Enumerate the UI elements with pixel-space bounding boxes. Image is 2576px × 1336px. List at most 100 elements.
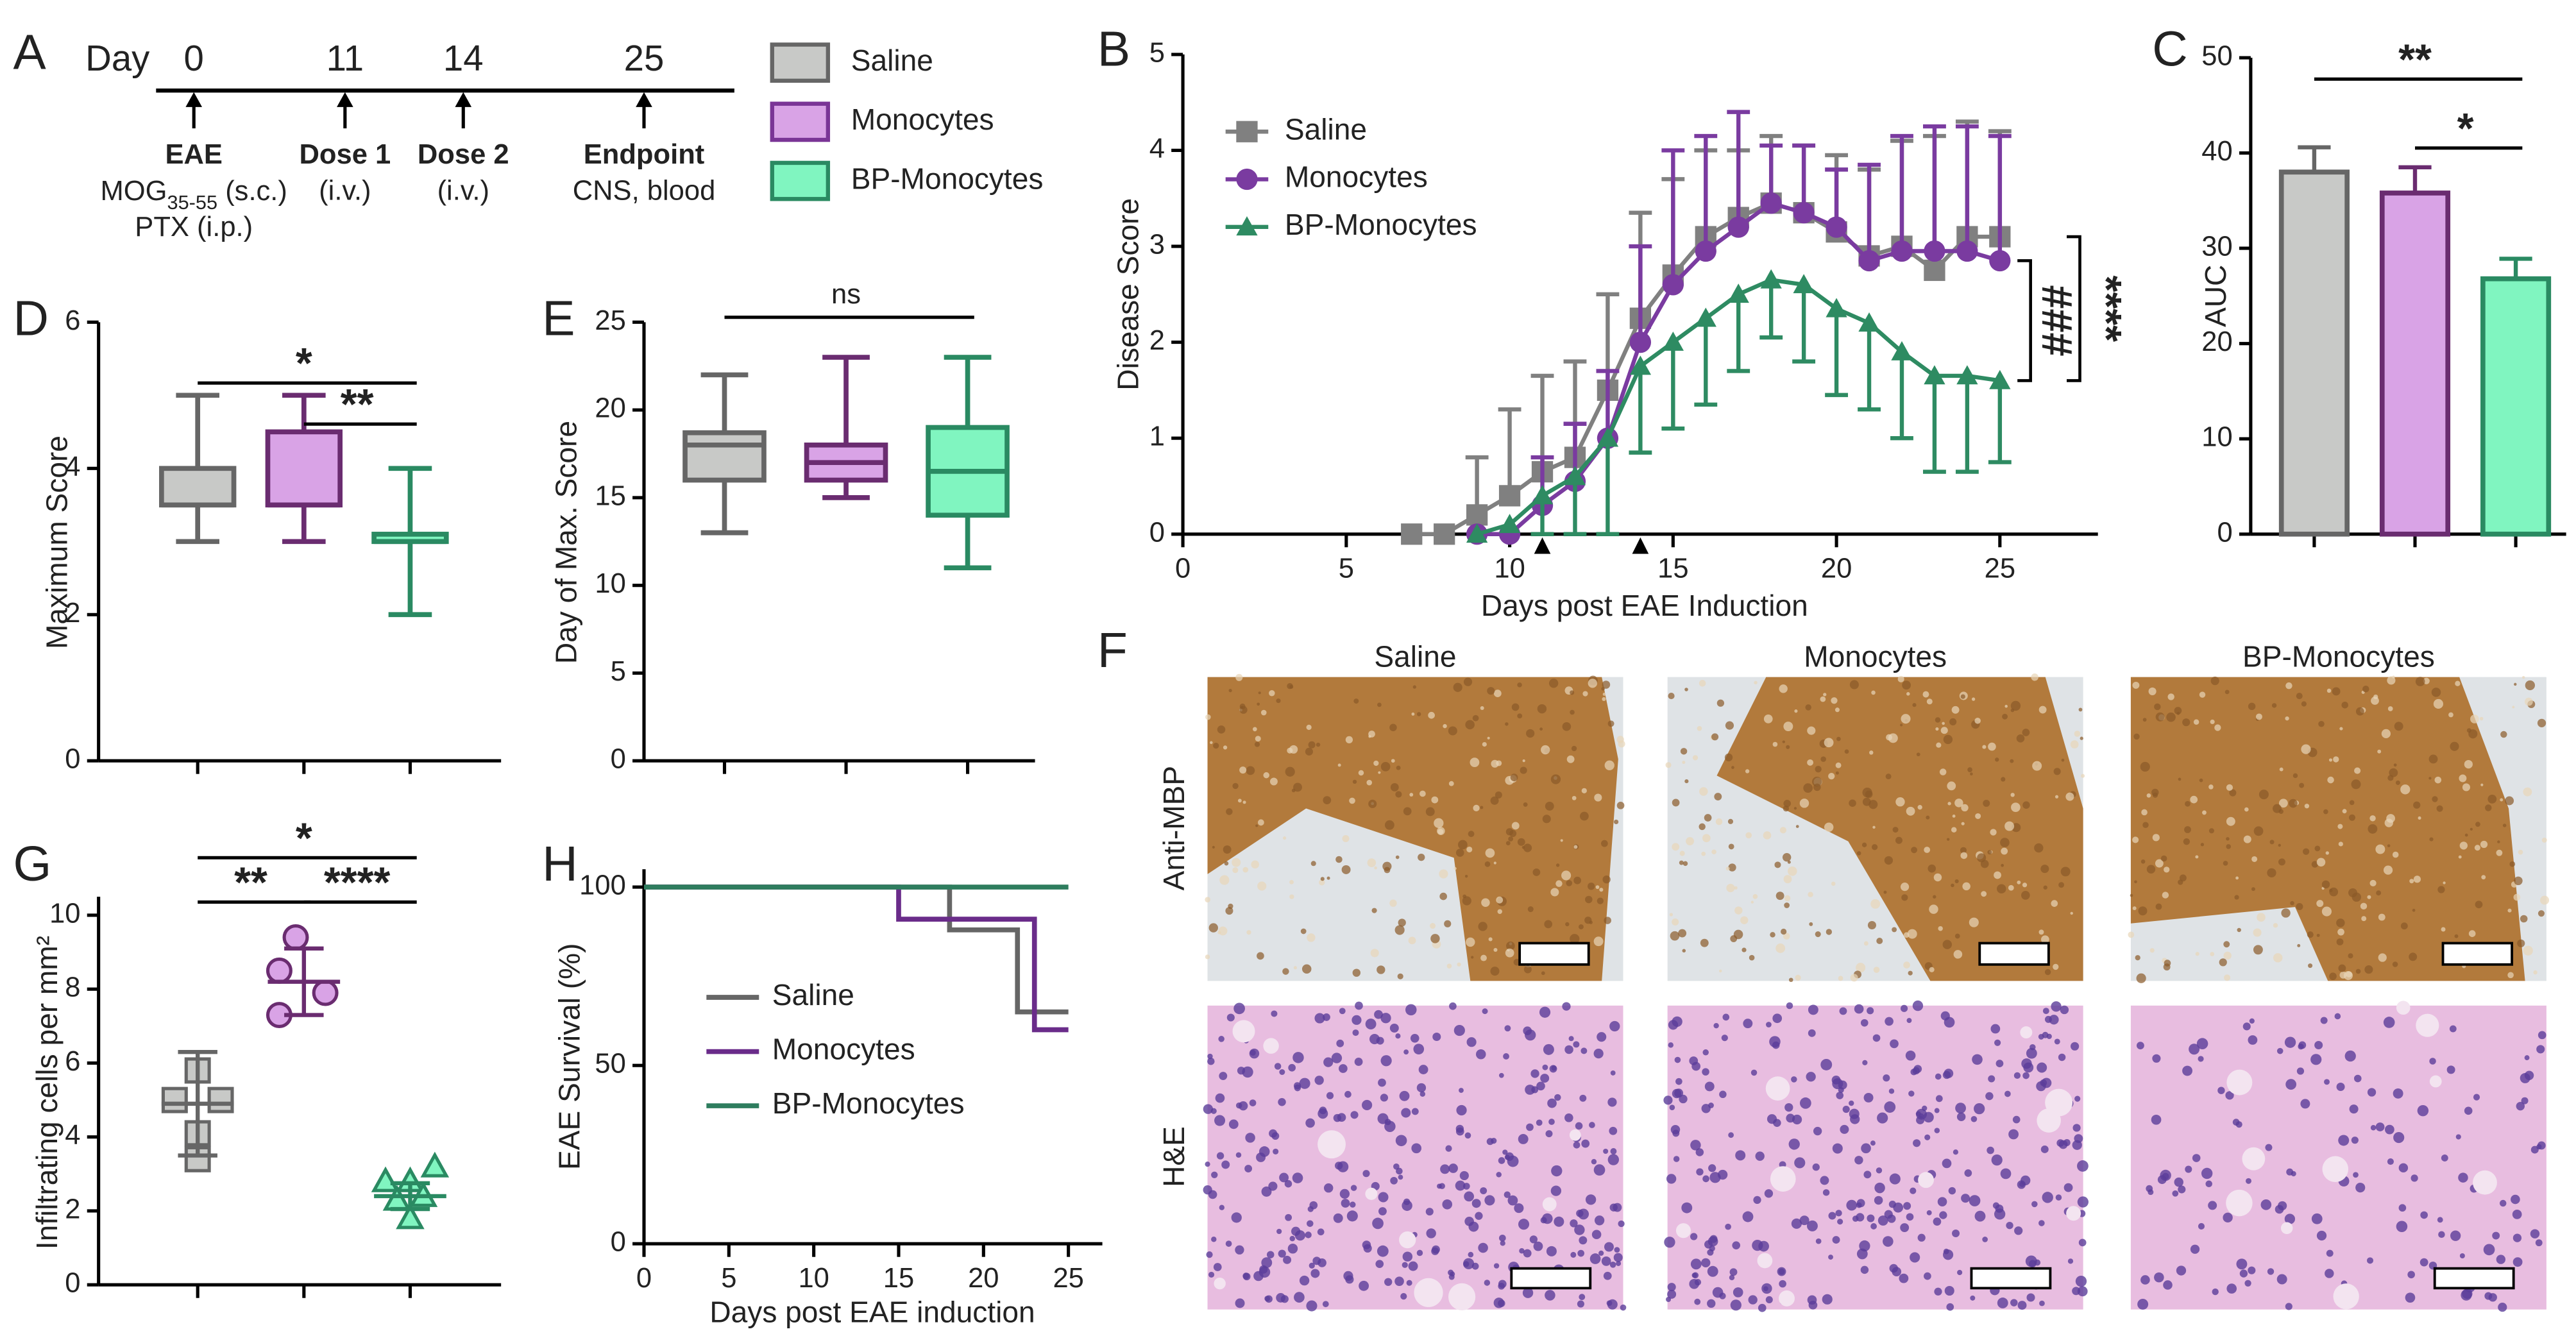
nucleus — [1953, 1149, 1959, 1155]
error-bar — [1890, 351, 1913, 441]
nucleus — [1580, 1047, 1588, 1054]
nucleus — [1211, 1171, 1218, 1179]
nucleus — [1828, 1255, 1833, 1260]
nucleus — [2178, 1185, 2186, 1194]
nucleus — [2217, 1087, 2225, 1094]
nucleus — [1604, 1242, 1614, 1252]
texture — [2021, 891, 2030, 900]
texture — [2244, 807, 2249, 812]
antigen-main: MOG — [101, 176, 167, 207]
nucleus — [1317, 1228, 1325, 1236]
antigen-sub: 35-55 — [167, 191, 218, 214]
texture — [2223, 951, 2232, 960]
nucleus — [1672, 1016, 1682, 1027]
texture — [2224, 689, 2230, 695]
texture — [1588, 679, 1597, 688]
texture — [1727, 818, 1734, 824]
texture — [2328, 758, 2333, 762]
nucleus — [1350, 1111, 1359, 1119]
error-bar — [1792, 143, 1816, 213]
nucleus — [1835, 1210, 1842, 1217]
nucleus — [1206, 1251, 1213, 1258]
nucleus — [2026, 1293, 2035, 1302]
texture — [2450, 741, 2459, 751]
texture — [1448, 726, 1457, 736]
texture — [2337, 824, 2343, 829]
nucleus — [1940, 1011, 1950, 1020]
texture — [1342, 834, 1350, 843]
marker — [1924, 259, 1945, 282]
nucleus — [1987, 1146, 1994, 1154]
texture — [1849, 680, 1859, 689]
nucleus — [1448, 1274, 1455, 1280]
nucleus — [1854, 1004, 1864, 1014]
texture — [2278, 843, 2281, 847]
texture — [2164, 867, 2170, 873]
nucleus — [1235, 1298, 1245, 1308]
nucleus — [2063, 1183, 2073, 1192]
texture — [1933, 873, 1942, 882]
nucleus — [1748, 1295, 1758, 1305]
texture — [1885, 774, 1892, 780]
nucleus — [1502, 1149, 1508, 1155]
texture — [1861, 842, 1867, 848]
nucleus — [2198, 1056, 2204, 1062]
nucleus — [2286, 1168, 2294, 1176]
texture — [1505, 828, 1514, 836]
texture — [1795, 974, 1801, 981]
texture — [1901, 714, 1911, 724]
nucleus — [1750, 1069, 1758, 1076]
texture — [2412, 908, 2416, 912]
vacuole — [2473, 1170, 2497, 1195]
nucleus — [1899, 1273, 1909, 1283]
y-axis-label: AUC — [2199, 265, 2232, 327]
x-tick-label: 25 — [1985, 554, 2015, 584]
y-tick-label: 15 — [595, 480, 625, 511]
texture — [1443, 723, 1447, 729]
texture — [1541, 971, 1545, 976]
nucleus — [2146, 1185, 2153, 1192]
texture — [2022, 883, 2028, 888]
texture — [2141, 809, 2148, 816]
myelin — [2130, 677, 2525, 981]
nucleus — [1970, 1115, 1978, 1122]
texture — [1389, 899, 1397, 907]
nucleus — [1486, 1138, 1494, 1146]
nucleus — [1694, 1298, 1701, 1305]
texture — [2541, 837, 2547, 843]
nucleus — [1948, 1187, 1956, 1195]
nucleus — [1836, 1092, 1844, 1099]
texture — [1953, 950, 1963, 959]
nucleus — [1910, 1252, 1920, 1263]
texture — [1892, 827, 1899, 833]
texture — [1961, 822, 1965, 825]
texture — [1482, 741, 1487, 747]
texture — [1219, 875, 1230, 885]
nucleus — [1792, 1114, 1802, 1125]
texture — [1466, 846, 1473, 852]
marker — [1727, 216, 1749, 238]
nucleus — [2060, 1005, 2069, 1015]
nucleus — [1935, 1073, 1942, 1080]
nucleus — [1579, 1294, 1586, 1301]
texture — [1367, 858, 1377, 867]
texture — [1218, 926, 1228, 936]
texture — [1239, 766, 1247, 774]
nucleus — [1786, 1002, 1793, 1010]
error-bar — [1563, 477, 1587, 536]
y-tick-label: 0 — [611, 744, 626, 775]
texture — [1487, 736, 1490, 740]
texture — [2392, 961, 2398, 967]
texture — [1582, 691, 1588, 697]
nucleus — [1249, 1099, 1257, 1106]
nucleus — [1431, 1247, 1439, 1255]
texture — [2302, 848, 2310, 855]
panel-label: D — [13, 291, 48, 346]
nucleus — [2196, 1038, 2208, 1049]
nucleus — [1289, 1235, 1296, 1242]
texture — [1581, 788, 1587, 794]
texture — [1430, 923, 1436, 929]
scale-bar — [1970, 1267, 2052, 1290]
texture — [2481, 875, 2486, 880]
nucleus — [2077, 1160, 2089, 1172]
